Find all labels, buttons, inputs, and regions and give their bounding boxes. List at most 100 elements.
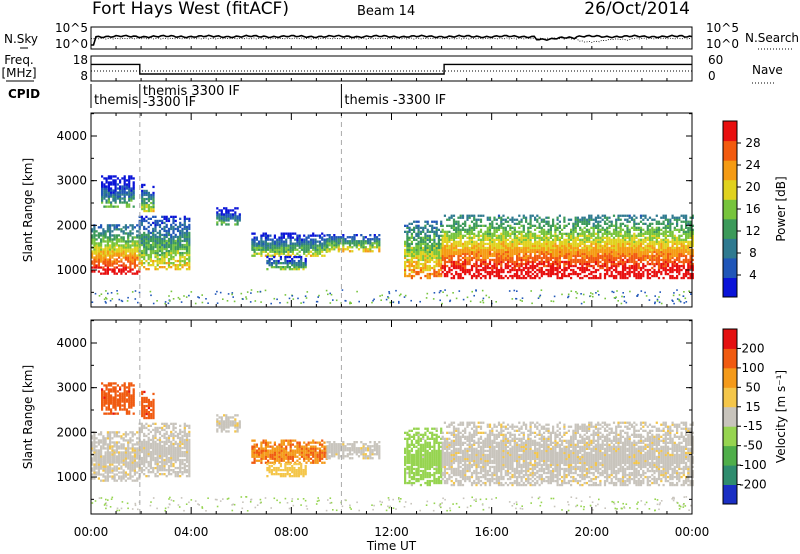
- power-cell: [422, 270, 425, 274]
- power-cell: [689, 260, 692, 264]
- power-cell: [549, 232, 552, 235]
- power-cell: [502, 246, 505, 250]
- power-cell: [124, 264, 127, 267]
- power-cell: [488, 234, 492, 237]
- power-cell: [424, 262, 427, 266]
- power-cell: [610, 222, 613, 225]
- power-cell: [509, 250, 512, 254]
- power-cell: [534, 236, 537, 239]
- power-cell: [188, 259, 191, 263]
- power-cell: [188, 231, 191, 235]
- power-cell: [181, 235, 184, 239]
- power-cell: [479, 242, 483, 246]
- power-cell: [312, 240, 315, 243]
- power-cell: [500, 236, 503, 239]
- power-cell: [236, 221, 239, 224]
- power-cell: [446, 232, 449, 235]
- power-near-range-cell: [118, 298, 121, 301]
- power-cell: [495, 262, 498, 266]
- power-cell: [624, 256, 627, 260]
- power-cell: [112, 183, 115, 186]
- power-near-range-cell: [330, 293, 333, 296]
- power-cell: [443, 264, 446, 268]
- power-cell: [601, 236, 604, 239]
- power-cell: [561, 252, 564, 256]
- power-cell: [461, 242, 465, 246]
- power-cell: [678, 266, 681, 270]
- power-near-range-cell: [168, 295, 170, 297]
- power-cell: [330, 242, 334, 245]
- power-near-range-cell: [598, 294, 600, 296]
- power-cell: [549, 254, 552, 258]
- power-cell: [509, 228, 512, 231]
- power-cell: [646, 242, 649, 246]
- power-cell: [570, 236, 573, 239]
- power-cell: [543, 218, 546, 221]
- power-cell: [468, 262, 471, 266]
- power-cell: [552, 260, 555, 264]
- power-cell: [565, 238, 568, 241]
- power-cell: [335, 236, 338, 239]
- power-cell: [642, 256, 645, 260]
- power-cell: [624, 214, 627, 217]
- power-cell: [300, 255, 303, 259]
- power-cell: [657, 250, 661, 254]
- power-cell: [307, 240, 310, 243]
- power-cell: [583, 258, 586, 262]
- power-cell: [612, 252, 616, 256]
- power-cell: [287, 236, 290, 239]
- power-cell: [511, 274, 514, 278]
- power-cell: [459, 252, 462, 256]
- power-cell: [216, 217, 219, 220]
- power-cell: [133, 226, 136, 229]
- power-cell: [225, 207, 228, 210]
- power-cell: [337, 250, 340, 253]
- power-near-range-cell: [306, 291, 309, 293]
- power-cell: [628, 236, 631, 239]
- power-cell: [473, 244, 476, 248]
- power-near-range-cell: [678, 298, 681, 301]
- power-cell: [123, 179, 126, 182]
- power-cell: [648, 250, 652, 254]
- power-cell: [156, 264, 159, 267]
- power-cell: [333, 236, 336, 239]
- power-cell: [651, 238, 654, 241]
- power-cell: [428, 250, 431, 254]
- power-cell: [326, 238, 329, 241]
- power-cell: [671, 236, 674, 239]
- power-cell: [648, 258, 652, 262]
- power-near-range-cell: [580, 293, 582, 295]
- power-cell: [295, 264, 298, 267]
- power-cell: [448, 240, 451, 243]
- power-cell: [140, 262, 143, 265]
- power-cell: [477, 244, 480, 248]
- power-cell: [113, 226, 116, 229]
- power-cell: [448, 258, 451, 262]
- power-near-range-cell: [197, 296, 199, 298]
- power-cell: [446, 250, 449, 254]
- power-cell: [527, 230, 530, 233]
- power-near-range-cell: [300, 302, 302, 304]
- power-cell: [581, 218, 584, 221]
- power-cell: [282, 242, 285, 245]
- power-cell: [574, 238, 577, 241]
- power-cell: [491, 238, 494, 241]
- power-cell: [115, 258, 118, 261]
- power-cell: [536, 214, 539, 217]
- power-cell: [518, 256, 521, 260]
- power-cell: [518, 226, 521, 229]
- power-cell: [567, 246, 570, 250]
- power-region: [216, 207, 241, 226]
- power-cell: [435, 222, 438, 225]
- power-cell: [357, 240, 361, 243]
- power-cell: [128, 195, 131, 198]
- power-cell: [419, 236, 422, 239]
- cpid-segment-name: themis: [94, 93, 139, 108]
- power-cell: [183, 259, 186, 263]
- power-near-range-cell: [389, 301, 391, 304]
- power-cell: [558, 270, 561, 274]
- power-cell: [558, 230, 561, 233]
- power-cell: [671, 254, 674, 258]
- power-cell: [506, 216, 510, 219]
- power-cell: [520, 250, 523, 254]
